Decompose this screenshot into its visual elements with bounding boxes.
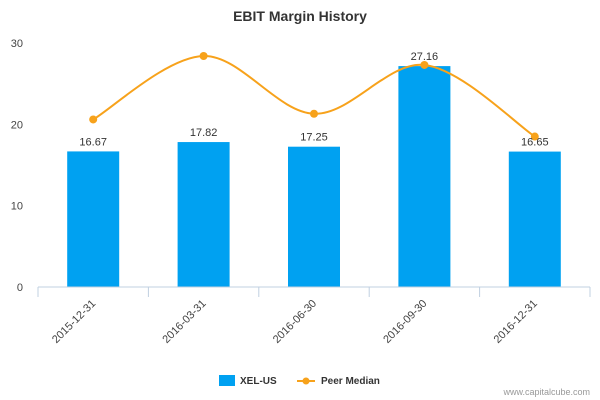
bar-data-label: 17.82 bbox=[190, 127, 218, 139]
bar bbox=[288, 146, 340, 287]
bar-data-label: 16.67 bbox=[79, 136, 107, 148]
line-point bbox=[420, 60, 429, 69]
source-credit: www.capitalcube.com bbox=[502, 387, 590, 397]
data-labels: 16.67 17.82 17.25 27.16 16.65 bbox=[79, 51, 548, 148]
bar bbox=[67, 151, 120, 287]
y-tick-label: 20 bbox=[11, 119, 23, 131]
bar-data-label: 27.16 bbox=[411, 51, 439, 63]
x-tick-label: 2016-03-31 bbox=[160, 298, 208, 346]
chart-title: EBIT Margin History bbox=[233, 8, 367, 24]
legend-swatch-bar bbox=[219, 375, 235, 386]
bar-data-label: 16.65 bbox=[521, 137, 549, 149]
x-tick-label: 2016-06-30 bbox=[271, 298, 319, 346]
x-tick-label: 2015-12-31 bbox=[50, 298, 98, 346]
bar bbox=[398, 66, 451, 287]
legend-label-bar: XEL-US bbox=[240, 376, 277, 387]
legend-swatch-line-marker bbox=[302, 377, 310, 385]
y-tick-label: 0 bbox=[17, 282, 23, 294]
line-point bbox=[199, 52, 208, 61]
x-axis-ticks: 2015-12-31 2016-03-31 2016-06-30 2016-09-30… bbox=[37, 287, 591, 346]
x-tick-label: 2016-12-31 bbox=[492, 298, 540, 346]
y-tick-label: 10 bbox=[11, 201, 23, 213]
peer-median-line bbox=[92, 55, 536, 138]
line-point bbox=[310, 109, 318, 118]
bar-series bbox=[67, 66, 561, 287]
bar-data-label: 17.25 bbox=[300, 132, 328, 144]
y-axis: 0 10 20 30 bbox=[11, 38, 23, 294]
bar bbox=[177, 142, 230, 287]
x-tick-label: 2016-09-30 bbox=[381, 298, 429, 346]
line-point bbox=[89, 115, 98, 124]
y-tick-label: 30 bbox=[11, 38, 23, 50]
line-point bbox=[530, 132, 539, 141]
legend: XEL-US Peer Median bbox=[219, 375, 380, 387]
legend-label-line: Peer Median bbox=[321, 376, 380, 387]
line-series bbox=[89, 52, 539, 141]
bar bbox=[508, 151, 561, 287]
